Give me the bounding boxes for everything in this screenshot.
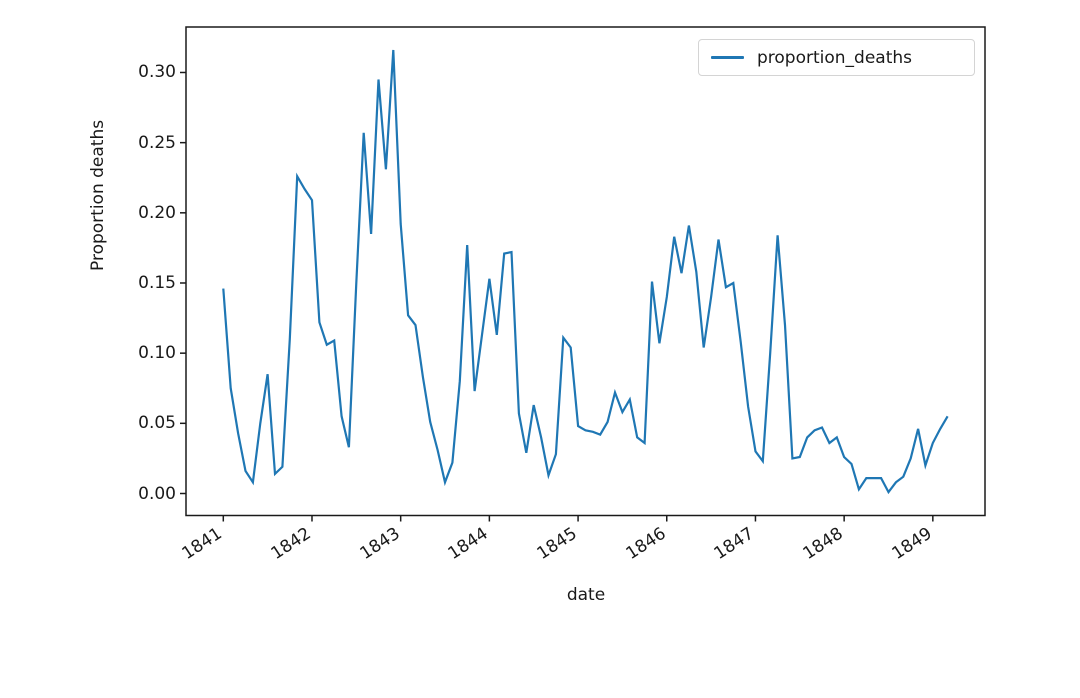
y-axis-label-text: Proportion deaths [88,119,108,271]
series-proportion_deaths [222,49,949,495]
y-tick-label: 0.25 [138,132,176,153]
legend-box: proportion_deaths [698,39,975,76]
data-series-line [222,49,949,495]
y-tick-label: 0.30 [138,62,176,83]
plot-border [185,26,986,517]
legend-line-swatch [711,56,744,59]
y-tick-label: 0.10 [138,343,176,364]
x-axis-label-text: date [566,585,606,605]
legend-label: proportion_deaths [757,47,913,68]
y-tick-label: 0.20 [138,202,176,223]
y-tick-label: 0.05 [138,413,176,434]
y-tick-label: 0.00 [138,483,176,504]
y-tick-label: 0.15 [138,272,176,293]
axis-ticks [180,71,934,522]
